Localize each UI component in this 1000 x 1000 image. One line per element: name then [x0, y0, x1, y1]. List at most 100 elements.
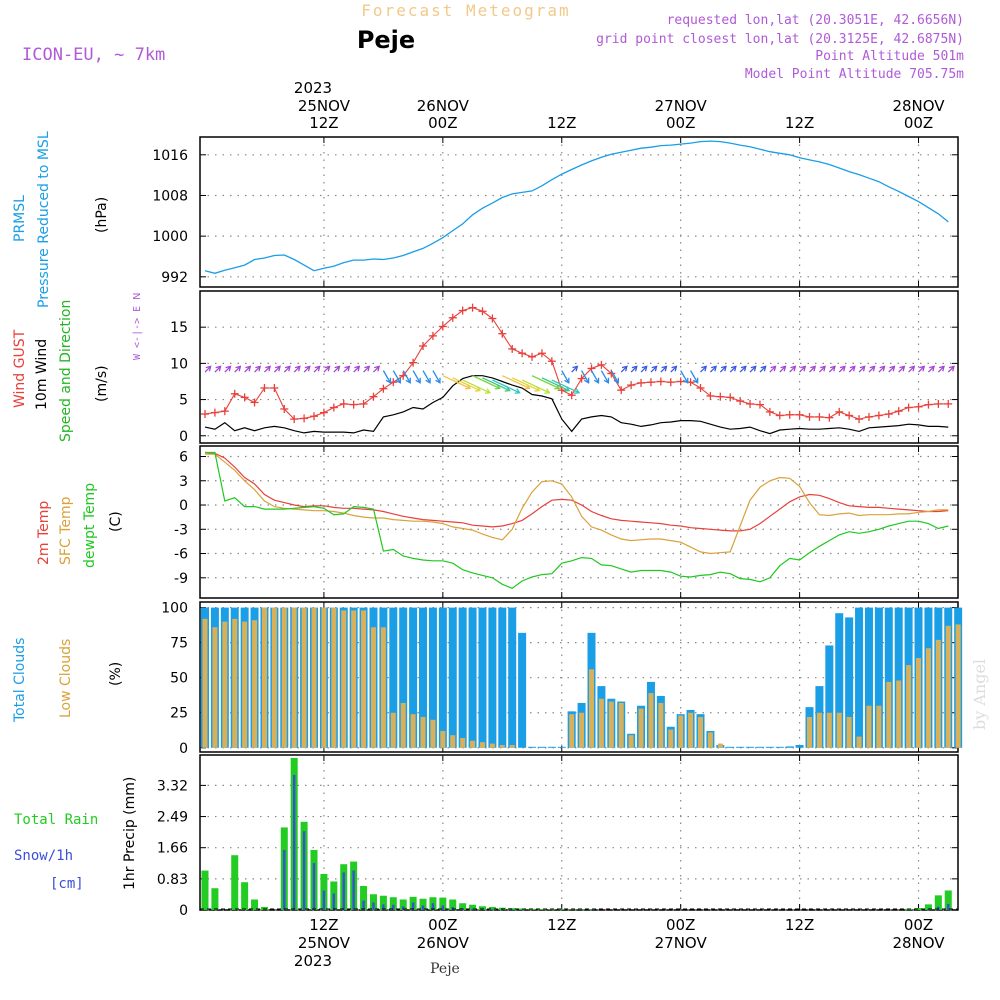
rain-bar — [251, 899, 259, 910]
snow-bar — [392, 904, 395, 910]
wind-direction-arrowhead — [255, 365, 262, 372]
wind-direction-arrowhead — [265, 365, 272, 372]
y-tick-label: 25 — [170, 706, 188, 722]
y-tick-label: 1000 — [152, 229, 188, 245]
wind-direction-arrowhead — [711, 365, 717, 372]
wind-direction-arrowhead — [839, 365, 846, 372]
wind-direction-arrow — [264, 365, 271, 373]
wind-direction-arrowhead — [849, 365, 856, 372]
year-bottom: 2023 — [294, 952, 332, 970]
low-cloud-bar — [945, 625, 951, 748]
wind-direction-arrow — [382, 370, 391, 384]
y-tick-label: 1008 — [152, 188, 188, 204]
y-tick-label: 2.49 — [157, 810, 188, 826]
wind-direction-arrowhead — [344, 365, 351, 372]
wind-direction-arrowhead — [275, 365, 281, 372]
wind-direction-arrowhead — [425, 377, 431, 384]
low-cloud-bar — [916, 658, 922, 748]
precip-panel: 0 0.83 1.66 2.49 3.32 — [157, 754, 959, 919]
low-cloud-bar — [717, 743, 723, 748]
rain-bar — [399, 899, 407, 910]
low-cloud-bar — [420, 716, 426, 748]
wind-direction-arrow — [363, 365, 370, 373]
rain-bar — [558, 909, 566, 910]
wind-direction-arrow — [502, 375, 530, 389]
time-hour-top: 12Z — [309, 114, 338, 132]
rain-bar — [934, 895, 942, 910]
wind-direction-arrow — [224, 365, 231, 373]
snow-bar — [441, 905, 445, 910]
snow-bar — [312, 863, 316, 910]
wind-direction-arrowhead — [701, 365, 708, 372]
wind-direction-arrowhead — [730, 365, 737, 372]
wind-direction-arrowhead — [919, 365, 926, 372]
wind-direction-arrowhead — [692, 377, 699, 384]
rain-bar — [231, 855, 239, 910]
wind-direction-arrow — [759, 365, 767, 373]
rain-bar — [241, 882, 249, 910]
wind-direction-arrowhead — [760, 365, 767, 372]
wind-direction-arrow — [898, 365, 905, 373]
wind-direction-arrow — [749, 365, 757, 373]
rain-bar — [389, 897, 397, 910]
y-tick-label: 6 — [179, 450, 188, 466]
snow-bar — [421, 905, 425, 910]
low-cloud-bar — [410, 714, 416, 748]
wind-direction-arrow — [868, 365, 876, 373]
snow-bar — [937, 906, 940, 910]
total-cloud-bar — [845, 617, 854, 748]
y-tick-label: 100 — [161, 601, 188, 617]
wind-direction-arrow — [650, 365, 658, 373]
y-tick-label: 0 — [179, 903, 188, 919]
total-cloud-bar — [518, 632, 527, 748]
low-cloud-bar — [886, 681, 892, 748]
clouds-unit: (%) — [108, 662, 124, 686]
low-cloud-bar — [618, 702, 624, 748]
rain-bar — [478, 906, 486, 910]
total-cloud-bar — [795, 744, 804, 748]
snow-bar — [411, 902, 415, 910]
low-cloud-bar — [707, 732, 713, 748]
snow-bar — [471, 908, 474, 910]
low-cloud-bar — [479, 742, 485, 748]
time-hour-bottom: 00Z — [428, 916, 457, 934]
temp-2m-label: 2m Temp — [36, 501, 52, 565]
temp-unit: (C) — [108, 511, 124, 532]
wind-direction-arrow — [412, 370, 421, 384]
total-cloud-bar — [389, 607, 398, 748]
y-tick-label: 5 — [179, 393, 188, 409]
wind-direction-arrowhead — [641, 365, 648, 372]
rain-bar — [459, 903, 467, 910]
prmsl-label: PRMSL — [12, 195, 28, 242]
temp-sfc-label: SFC Temp — [58, 496, 74, 565]
wind-unit: (m/s) — [94, 365, 110, 402]
total-cloud-bar — [884, 607, 893, 748]
low-cloud-bar — [955, 624, 961, 748]
wind-direction-arrow — [273, 365, 281, 373]
total-cloud-bar — [537, 746, 546, 748]
wind-direction-arrowhead — [909, 365, 916, 372]
time-hour-top: 00Z — [904, 114, 933, 132]
low-cloud-bar — [242, 621, 248, 748]
low-cloud-bar — [351, 610, 357, 748]
total-cloud-bar — [488, 607, 497, 748]
wind-direction-arrow — [888, 365, 895, 373]
low-cloud-bar — [271, 607, 277, 748]
low-cloud-bar — [807, 716, 813, 748]
wind-direction-arrowhead — [304, 365, 311, 372]
snow-bar — [352, 870, 355, 910]
wind-direction-arrow — [541, 377, 570, 392]
panel-frame — [199, 136, 959, 288]
total-cloud-bar — [765, 746, 774, 748]
low-cloud-bar — [390, 712, 396, 748]
total-cloud-bar — [528, 746, 537, 748]
total-cloud-bar — [755, 746, 764, 748]
rain-bar — [201, 870, 209, 910]
total-cloud-bar — [775, 746, 784, 748]
gust-label: Wind GUST — [12, 329, 28, 408]
low-cloud-bar — [281, 607, 287, 748]
snow-bar — [283, 849, 286, 910]
low-cloud-bar — [698, 716, 703, 748]
